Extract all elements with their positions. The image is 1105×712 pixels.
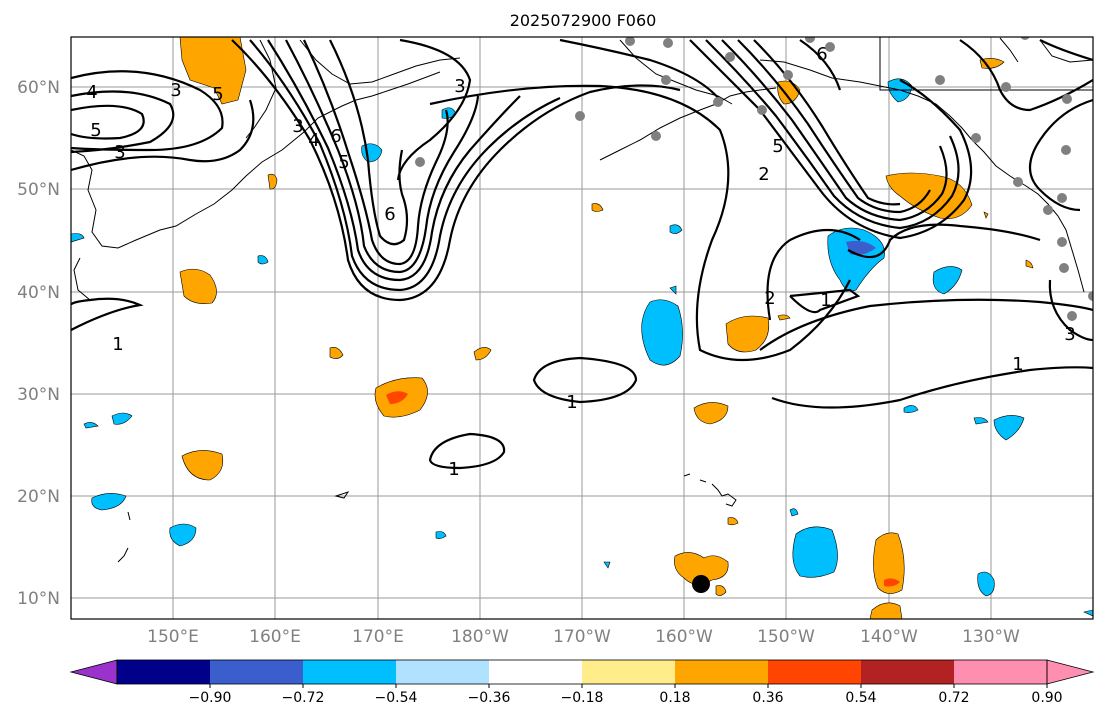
contour-label: 6 [384, 204, 395, 225]
colorbar-under-arrow [69, 659, 118, 685]
colorbar-tick-label: 0.54 [845, 690, 876, 706]
contour-label: 1 [112, 334, 123, 355]
contour-label: 2 [758, 164, 769, 185]
colorbar-bin [861, 660, 955, 684]
lon-tick-label: 160°W [655, 627, 713, 647]
colorbar-bin [117, 660, 211, 684]
map-area: 5 4 3 5 3 6 4 5 6 3 3 5 2 2 1 1 1 1 1 3 … [71, 37, 1093, 619]
contour-label: 3 [292, 116, 303, 137]
contour-label: 4 [308, 130, 319, 151]
colorbar-tick-label: −0.54 [375, 690, 418, 706]
colorbar: −0.90 −0.72 −0.54 −0.36 −0.18 0.18 0.36 0.54 0.7… [69, 659, 1095, 706]
contour-label: 2 [764, 288, 775, 309]
lat-tick-label: 20°N [17, 487, 60, 507]
lon-tick-label: 170°E [352, 627, 404, 647]
colorbar-bin [768, 660, 862, 684]
colorbar-bin [954, 660, 1048, 684]
contour-label: 5 [338, 152, 349, 173]
colorbar-tick-label: −0.90 [189, 690, 232, 706]
colorbar-bin [396, 660, 490, 684]
colorbar-over-arrow [1046, 659, 1095, 685]
lon-tick-label: 150°W [757, 627, 815, 647]
lat-tick-label: 30°N [17, 385, 60, 405]
contour-label: 1 [820, 290, 831, 311]
colorbar-tick-label: 0.72 [938, 690, 969, 706]
storm-marker [692, 575, 710, 593]
contour-label: 3 [170, 80, 181, 101]
colorbar-tick-label: 0.90 [1031, 690, 1062, 706]
colorbar-bin [489, 660, 583, 684]
gridlines [71, 37, 1093, 619]
colorbar-tick-label: 0.18 [659, 690, 690, 706]
contour-label: 1 [1012, 354, 1023, 375]
contour-label: 3 [1064, 324, 1075, 345]
colorbar-bin [675, 660, 769, 684]
lat-axis: 60°N 50°N 40°N 30°N 20°N 10°N [17, 78, 60, 609]
contours [71, 38, 1093, 470]
contour-label: 1 [448, 459, 459, 480]
contour-label: 5 [90, 120, 101, 141]
lon-axis: 150°E 160°E 170°E 180°W 170°W 160°W 150°… [147, 627, 1020, 647]
contour-label: 3 [454, 76, 465, 97]
contour-label: 6 [330, 126, 341, 147]
lon-tick-label: 160°E [249, 627, 301, 647]
lon-tick-label: 170°W [553, 627, 611, 647]
colorbar-bin [210, 660, 304, 684]
coastlines [71, 37, 1093, 563]
contour-label: 5 [212, 84, 223, 105]
lon-tick-label: 180°W [451, 627, 509, 647]
colorbar-tick-label: −0.36 [468, 690, 511, 706]
map-title: 2025072900 F060 [510, 11, 657, 30]
lat-tick-label: 60°N [17, 78, 60, 98]
lat-tick-label: 50°N [17, 180, 60, 200]
contour-label: 5 [772, 136, 783, 157]
lat-tick-label: 10°N [17, 589, 60, 609]
lon-tick-label: 140°W [860, 627, 918, 647]
contour-label: 6 [816, 44, 827, 65]
colorbar-tick-label: 0.36 [752, 690, 783, 706]
lat-tick-label: 40°N [17, 283, 60, 303]
lon-tick-label: 130°W [962, 627, 1020, 647]
contour-label: 1 [566, 392, 577, 413]
colorbar-tick-label: −0.72 [282, 690, 325, 706]
colorbar-bin [582, 660, 676, 684]
contour-label: 3 [114, 142, 125, 163]
lon-tick-label: 150°E [147, 627, 199, 647]
contour-label: 4 [86, 82, 97, 103]
colorbar-bin [303, 660, 397, 684]
station-markers [415, 37, 1093, 321]
map-frame [70, 36, 1094, 620]
colorbar-tick-label: −0.18 [561, 690, 604, 706]
contour-label-group: 5 4 3 5 3 6 4 5 6 3 3 5 2 2 1 1 1 1 1 3 … [86, 44, 1075, 480]
positive-shading [179, 37, 1034, 619]
